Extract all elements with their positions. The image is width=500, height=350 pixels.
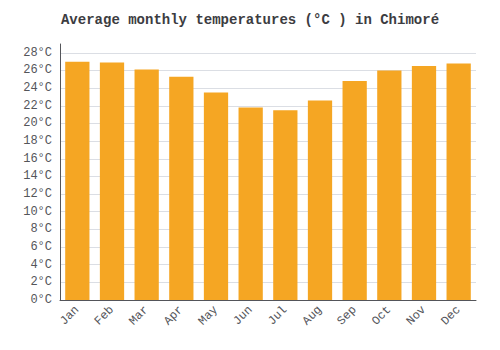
- svg-text:8°C: 8°C: [30, 222, 52, 236]
- svg-text:Nov: Nov: [404, 303, 429, 328]
- svg-text:0°C: 0°C: [30, 293, 52, 307]
- svg-text:Sep: Sep: [334, 303, 359, 328]
- svg-text:Dec: Dec: [438, 303, 463, 328]
- svg-text:Jan: Jan: [57, 303, 82, 328]
- svg-text:Average monthly temperatures (: Average monthly temperatures (°C ) in Ch…: [61, 12, 439, 28]
- svg-text:Mar: Mar: [126, 303, 151, 328]
- svg-text:Oct: Oct: [369, 303, 394, 328]
- svg-text:Jul: Jul: [265, 303, 290, 328]
- svg-text:28°C: 28°C: [23, 46, 52, 60]
- svg-text:4°C: 4°C: [30, 258, 52, 272]
- svg-text:Aug: Aug: [300, 303, 325, 328]
- svg-text:Jun: Jun: [230, 303, 255, 328]
- svg-text:20°C: 20°C: [23, 116, 52, 130]
- svg-text:22°C: 22°C: [23, 99, 52, 113]
- svg-text:16°C: 16°C: [23, 152, 52, 166]
- svg-text:12°C: 12°C: [23, 187, 52, 201]
- svg-text:6°C: 6°C: [30, 240, 52, 254]
- svg-text:2°C: 2°C: [30, 275, 52, 289]
- svg-text:May: May: [196, 303, 221, 328]
- svg-text:14°C: 14°C: [23, 169, 52, 183]
- svg-text:24°C: 24°C: [23, 81, 52, 95]
- svg-text:Apr: Apr: [161, 303, 186, 328]
- svg-text:Feb: Feb: [92, 303, 117, 328]
- svg-text:26°C: 26°C: [23, 63, 52, 77]
- svg-text:18°C: 18°C: [23, 134, 52, 148]
- svg-text:10°C: 10°C: [23, 205, 52, 219]
